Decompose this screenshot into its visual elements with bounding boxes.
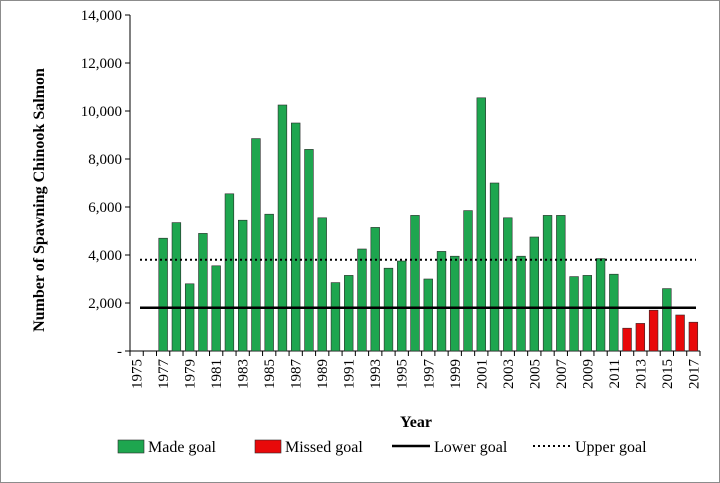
- x-tick-label: 1999: [448, 359, 464, 389]
- bar-2009: [582, 275, 593, 352]
- bar-2016: [675, 314, 685, 352]
- y-tick-label: 10,000: [81, 104, 122, 120]
- bar-2007: [556, 215, 566, 352]
- goal-lines: [140, 258, 696, 310]
- x-tick-label: 1991: [342, 359, 358, 389]
- bar-1993: [370, 227, 380, 352]
- bar-1999: [450, 255, 460, 352]
- x-tick-label: 1975: [130, 359, 146, 389]
- legend-swatch-made: [117, 439, 145, 454]
- x-tick-label: 1985: [262, 359, 278, 389]
- bar-2002: [489, 182, 500, 352]
- y-tick-label: 8,000: [88, 152, 122, 168]
- bar-1995: [397, 260, 407, 352]
- bar-1992: [357, 248, 367, 352]
- bar-1991: [344, 275, 354, 352]
- bar-2011: [609, 273, 619, 352]
- bar-1988: [304, 149, 314, 352]
- bar-1985: [264, 213, 274, 352]
- y-axis: - 2,000 4,000 6,000 8,000 10,000 12,000 14,000: [81, 8, 131, 360]
- x-axis-title: Year: [400, 414, 432, 431]
- x-tick-label: 1983: [236, 359, 252, 389]
- y-tick-label: 12,000: [81, 56, 122, 72]
- x-tick-label: 2015: [660, 359, 676, 389]
- y-tick-label: -: [117, 344, 122, 360]
- legend: Made goal Missed goal Lower goal Upper goal: [117, 439, 647, 456]
- legend-label-made: Made goal: [148, 439, 217, 456]
- x-tick-label: 2005: [527, 359, 543, 389]
- x-tick-label: 2001: [474, 359, 490, 389]
- x-tick-label: 1987: [289, 359, 305, 390]
- bars: [158, 97, 699, 352]
- bar-1997: [423, 278, 433, 352]
- x-tick-label: 1977: [156, 359, 172, 390]
- bar-2001: [476, 97, 486, 352]
- bar-2017: [688, 321, 699, 352]
- bar-1978: [171, 222, 182, 352]
- bar-1982: [224, 193, 235, 352]
- x-tick-label: 2013: [633, 359, 649, 389]
- legend-swatch-missed: [254, 439, 282, 454]
- bar-1987: [291, 122, 301, 352]
- x-tick-label: 1995: [395, 359, 411, 389]
- x-tick-label: 2009: [580, 359, 596, 389]
- y-tick-label: 14,000: [81, 8, 122, 24]
- bar-1986: [277, 104, 288, 352]
- x-tick-label: 1993: [368, 359, 384, 389]
- bar-2006: [542, 215, 553, 352]
- bar-1980: [198, 233, 208, 352]
- bar-2005: [529, 236, 539, 352]
- bar-2010: [595, 258, 606, 352]
- x-tick-label: 1981: [209, 359, 225, 389]
- x-tick-label: 2007: [554, 359, 570, 390]
- y-tick-label: 2,000: [88, 296, 122, 312]
- bar-2000: [463, 210, 473, 352]
- bar-2012: [622, 327, 632, 352]
- bar-1977: [158, 237, 168, 352]
- x-axis: 1975 1977 1979 1981 1983 1985 1987 1989 1991 1993…: [129, 350, 702, 390]
- bar-1979: [184, 283, 195, 352]
- bar-2013: [635, 323, 646, 352]
- bar-2015: [662, 288, 672, 352]
- y-axis-title: Number of Spawning Chinook Salmon: [31, 68, 48, 332]
- legend-label-missed: Missed goal: [285, 439, 363, 456]
- bar-1983: [238, 219, 248, 352]
- x-tick-label: 1989: [315, 359, 331, 389]
- y-tick-label: 4,000: [88, 248, 122, 264]
- bar-2003: [503, 217, 513, 352]
- y-tick-label: 6,000: [88, 200, 122, 216]
- bar-2014: [648, 309, 659, 352]
- x-tick-label: 1979: [183, 359, 199, 389]
- legend-label-upper: Upper goal: [575, 439, 647, 456]
- bar-1990: [330, 282, 341, 352]
- bar-1989: [317, 217, 327, 352]
- x-tick-label: 2011: [607, 359, 623, 388]
- legend-label-lower: Lower goal: [434, 439, 508, 456]
- bar-1996: [410, 215, 420, 352]
- x-tick-label: 2003: [501, 359, 517, 389]
- bar-1994: [383, 267, 394, 352]
- bar-2008: [569, 276, 579, 352]
- bar-2004: [516, 255, 526, 352]
- x-tick-label: 1997: [421, 359, 437, 390]
- bar-1984: [251, 138, 261, 352]
- x-tick-label: 2017: [686, 359, 702, 390]
- bar-1998: [436, 251, 447, 352]
